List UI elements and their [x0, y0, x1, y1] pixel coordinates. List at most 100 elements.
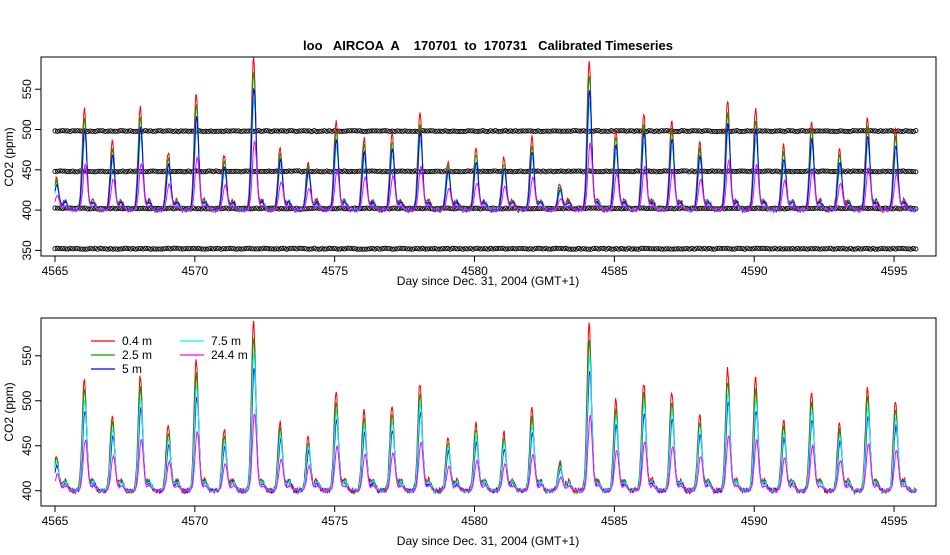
reference-point	[885, 128, 891, 134]
reference-point	[117, 246, 123, 252]
reference-point	[505, 128, 511, 134]
reference-point	[100, 168, 106, 174]
reference-point	[568, 169, 574, 175]
reference-point	[326, 128, 332, 134]
y-tick-label: 450	[20, 435, 34, 455]
reference-point	[495, 246, 501, 252]
reference-point	[364, 246, 370, 252]
reference-point	[145, 128, 151, 134]
reference-point	[495, 128, 501, 134]
bottom-y-axis-label: CO2 (ppm)	[2, 382, 16, 441]
reference-point	[875, 128, 881, 135]
reference-point	[895, 206, 901, 212]
x-tick-label: 4570	[181, 264, 208, 278]
reference-point	[558, 205, 564, 212]
reference-point	[462, 169, 468, 175]
reference-point	[820, 168, 826, 174]
reference-point	[596, 128, 602, 134]
reference-point	[696, 128, 702, 134]
reference-point	[752, 245, 758, 251]
reference-point	[299, 245, 305, 251]
reference-point	[341, 168, 348, 174]
legend-label: 2.5 m	[122, 348, 152, 362]
reference-point	[802, 128, 808, 134]
reference-point	[281, 206, 287, 212]
reference-point	[757, 245, 763, 252]
reference-point	[732, 168, 738, 175]
reference-point	[535, 245, 541, 251]
reference-point	[603, 246, 609, 252]
reference-point	[467, 128, 473, 134]
reference-point	[276, 128, 282, 134]
reference-point	[631, 128, 637, 134]
reference-point	[724, 245, 730, 251]
reference-point	[67, 169, 73, 175]
x-tick-label: 4580	[461, 514, 488, 528]
reference-point	[112, 128, 118, 134]
reference-point	[422, 205, 428, 211]
reference-point	[601, 245, 607, 252]
reference-point	[200, 129, 207, 135]
reference-point	[168, 205, 174, 211]
reference-point	[178, 246, 184, 252]
reference-point	[676, 168, 682, 174]
top-x-axis: 4565 4570 4575 4580 4585 4590 4595	[42, 256, 908, 278]
legend-label: 7.5 m	[211, 334, 241, 348]
reference-point	[180, 246, 186, 252]
reference-point	[369, 205, 375, 211]
reference-point	[379, 128, 385, 134]
reference-point	[379, 246, 385, 252]
reference-point	[185, 168, 191, 174]
reference-point	[87, 169, 93, 175]
reference-point	[445, 128, 451, 134]
reference-point	[223, 246, 229, 252]
reference-point	[500, 245, 506, 251]
reference-point	[722, 245, 728, 251]
reference-point	[676, 246, 682, 252]
reference-point	[568, 128, 574, 134]
reference-point	[100, 128, 106, 134]
reference-point	[497, 245, 504, 251]
reference-point	[880, 128, 886, 134]
reference-point	[294, 246, 300, 252]
reference-point	[450, 128, 456, 134]
reference-point	[807, 205, 813, 211]
reference-point	[155, 128, 161, 134]
reference-point	[110, 205, 116, 211]
reference-point	[143, 245, 149, 252]
reference-point	[344, 128, 350, 134]
reference-point	[231, 246, 237, 252]
reference-point	[52, 246, 58, 252]
reference-point	[226, 245, 232, 252]
reference-point	[681, 205, 687, 211]
reference-point	[127, 168, 134, 174]
reference-point	[251, 246, 257, 252]
reference-point	[419, 245, 426, 251]
reference-point	[734, 168, 740, 175]
reference-point	[777, 246, 783, 252]
reference-point	[797, 128, 803, 134]
reference-point	[711, 168, 718, 174]
reference-point	[545, 246, 551, 252]
reference-point	[558, 168, 564, 174]
x-tick-label: 4580	[461, 264, 488, 278]
bottom-plot-frame	[40, 317, 937, 507]
reference-point	[392, 246, 398, 252]
reference-point	[759, 128, 765, 134]
legend-label: 24.4 m	[211, 348, 248, 362]
reference-point	[510, 169, 516, 175]
reference-point	[203, 246, 209, 252]
reference-point	[538, 246, 544, 252]
reference-point	[208, 168, 214, 174]
reference-point	[120, 246, 126, 252]
reference-point	[65, 246, 71, 252]
reference-point	[716, 128, 723, 134]
reference-point	[812, 246, 818, 252]
reference-point	[699, 246, 705, 252]
reference-point	[764, 128, 770, 134]
reference-point	[153, 128, 159, 134]
reference-point	[618, 206, 624, 212]
reference-point	[175, 128, 181, 135]
reference-point	[52, 128, 58, 134]
reference-point	[649, 128, 655, 134]
